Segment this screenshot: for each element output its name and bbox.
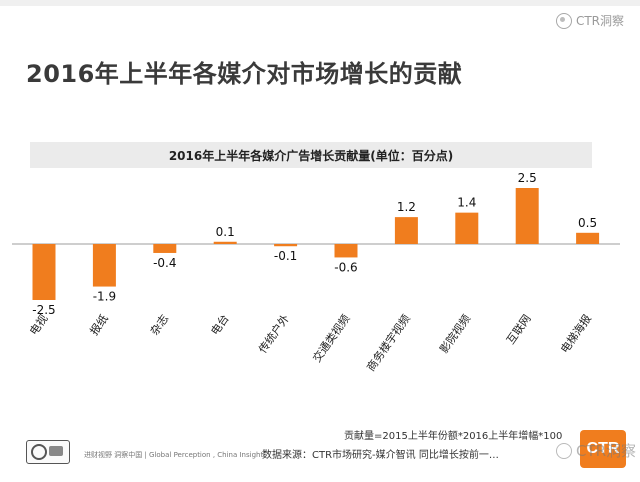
data-label: 0.5 — [578, 216, 597, 230]
bar — [515, 188, 539, 244]
bar — [92, 244, 116, 287]
bar — [334, 244, 358, 258]
category-tick-label: 传统户外 — [255, 312, 292, 356]
chart-title-band: 2016年上半年各媒介广告增长贡献量(单位：百分点) — [30, 142, 592, 168]
bar — [32, 244, 56, 300]
formula-note: 贡献量=2015上半年份额*2016上半年增幅*100 — [344, 431, 563, 442]
category-tick-label: 电台 — [208, 312, 232, 338]
data-label: -2.5 — [32, 303, 55, 317]
bar — [213, 241, 237, 244]
category-tick-label: 杂志 — [148, 312, 171, 337]
category-tick-label: 影院视频 — [437, 312, 474, 356]
category-tick-label: 电梯海报 — [557, 312, 594, 356]
header-watermark: CTR洞察 — [555, 12, 624, 29]
data-source-note: 数据来源：CTR市场研究-媒介智讯 同比增长按前一… — [262, 450, 499, 461]
category-tick-label: 交通类视频 — [309, 312, 352, 365]
wechat-watermark: CTR洞察 — [555, 440, 636, 461]
category-tick-label: 报纸 — [87, 312, 111, 338]
category-tick-label: 互联网 — [504, 312, 534, 346]
bar — [153, 244, 177, 253]
top-stripe — [0, 0, 640, 6]
slide-title: 2016年上半年各媒介对市场增长的贡献 — [26, 60, 463, 88]
data-label: 0.1 — [216, 225, 235, 239]
footer-tagline: 进财视野 洞察中国 | Global Perception , China In… — [84, 451, 264, 459]
wechat-icon — [555, 12, 572, 29]
data-label: 1.2 — [397, 200, 416, 214]
wechat-circle-icon — [555, 442, 572, 459]
data-label: -0.4 — [153, 256, 176, 270]
ctr-footer-logo — [26, 440, 70, 464]
data-label: 2.5 — [518, 171, 537, 185]
data-label: 1.4 — [457, 196, 476, 210]
bar — [576, 232, 600, 244]
wechat-watermark-text: CTR洞察 — [575, 442, 636, 460]
bar — [455, 212, 479, 244]
data-label: -1.9 — [93, 290, 116, 304]
bar — [394, 217, 418, 244]
category-tick-label: 商务楼宇视频 — [364, 312, 413, 374]
watermark-text: CTR洞察 — [575, 14, 624, 28]
data-label: -0.1 — [274, 249, 297, 263]
chart-title: 2016年上半年各媒介广告增长贡献量(单位：百分点) — [168, 148, 454, 163]
bar — [274, 244, 298, 247]
data-label: -0.6 — [334, 260, 357, 274]
ctr-logo: CTR — [580, 430, 626, 468]
